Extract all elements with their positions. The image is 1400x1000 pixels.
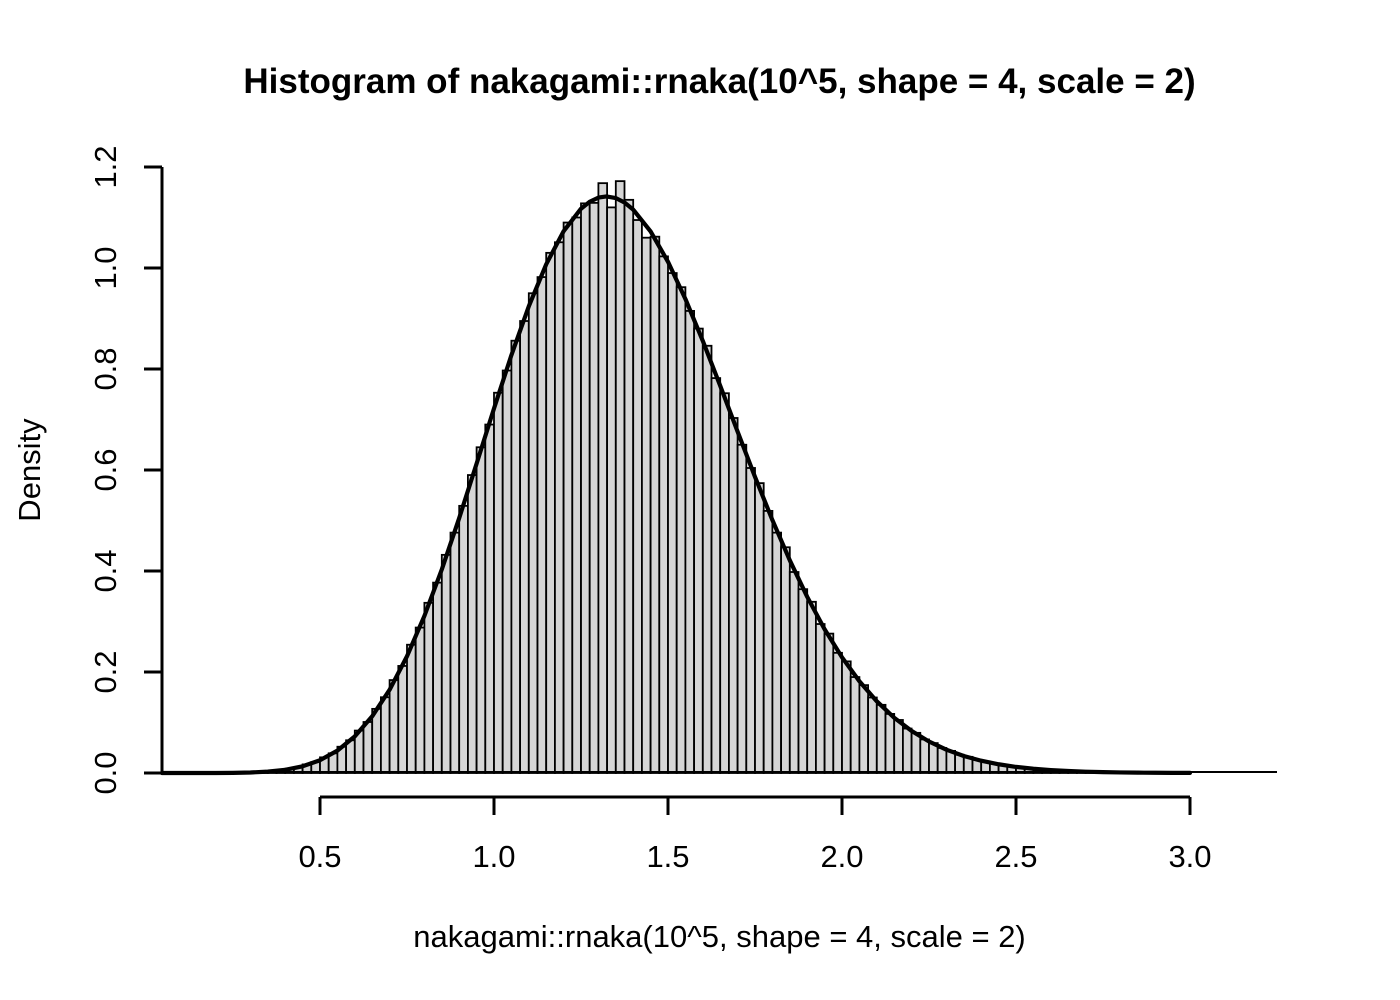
chart-title: Histogram of nakagami::rnaka(10^5, shape… [243,62,1196,101]
histogram-bar [701,344,713,774]
histogram-bar [406,643,417,774]
histogram-bar [728,417,739,774]
histogram-bar [858,684,870,774]
histogram-bar [545,251,556,774]
histogram-bar [928,742,939,774]
density-curve [159,194,1193,776]
x-tick-label: 2.5 [994,839,1038,874]
histogram-bar [936,747,948,774]
histogram-bar [910,731,922,774]
histogram-bar [771,531,783,774]
histogram-bar [823,632,835,774]
histogram-bar [388,679,400,774]
histogram-bar [736,443,748,774]
histogram-bar [432,581,443,774]
histogram-bar [588,201,600,774]
y-axis [144,165,164,775]
histogram-bar [762,509,774,774]
histogram-bar [458,504,469,774]
histogram-bar [597,182,609,774]
histogram-bar [710,377,722,774]
histogram-bar [580,202,591,774]
histogram-bar [902,727,913,774]
histogram-bar [614,180,626,774]
y-tick-label: 0.4 [88,549,123,593]
histogram-bar [554,241,565,774]
histogram-bar [684,310,696,774]
histogram-bar [675,286,687,774]
x-axis [318,795,1192,815]
histogram-bar [371,707,382,774]
x-tick-label: 1.0 [472,839,516,874]
histogram-bar [501,369,513,774]
y-tick-label: 1.2 [88,145,123,189]
y-tick-label: 0.2 [88,650,123,694]
histogram-bar [745,467,756,774]
histogram-bar [849,676,861,774]
histogram-bar [719,392,730,774]
histogram-bar [562,221,574,774]
histogram-bar [815,623,826,774]
histogram-bar [841,660,852,774]
histogram-bar [362,721,374,774]
histogram-bar [379,696,391,774]
histogram-bar [493,391,504,774]
y-axis-title: Density [12,418,47,522]
x-axis-title: nakagami::rnaka(10^5, shape = 4, scale =… [413,919,1026,954]
histogram-bar [397,665,408,774]
histogram-bar [649,235,661,774]
y-tick-label: 1.0 [88,246,123,290]
histogram-bar [919,738,930,774]
histogram-bar [345,739,356,774]
y-tick-label: 0.0 [88,751,123,795]
histogram-bar [527,292,539,774]
histogram-bar [658,255,669,774]
histogram-bar [806,600,817,774]
histogram-bar [788,571,800,774]
histogram-bar [510,339,521,774]
histogram-bar [884,713,896,774]
x-tick-label: 1.5 [646,839,690,874]
histogram-bar [893,719,904,774]
histogram-bar [423,601,434,774]
histogram-bar [867,696,878,774]
histogram-bar [519,320,530,774]
histogram-bar [475,446,487,774]
histogram-bar [632,219,643,774]
histogram-bar [641,236,652,774]
histogram-bar [693,327,704,774]
histogram-bar [875,703,887,774]
histogram-bar [754,482,765,774]
histogram-bar [571,216,582,774]
x-tick-label: 0.5 [298,839,342,874]
histogram-bar [449,531,461,774]
histogram-bar [466,474,478,774]
histogram-bar [667,272,678,774]
x-tick-label: 3.0 [1168,839,1212,874]
histogram-bar [414,626,426,774]
histogram-bar [797,588,809,774]
histogram-bar [606,206,617,774]
histogram-bar [536,276,548,774]
histogram-bar [780,546,791,774]
x-tick-label: 2.0 [820,839,864,874]
histogram-bar [484,423,495,774]
y-tick-label: 0.8 [88,347,123,391]
histogram-bar [832,651,843,774]
histogram-bar [623,198,635,774]
histogram-bar [440,553,452,774]
y-tick-label: 0.6 [88,448,123,492]
